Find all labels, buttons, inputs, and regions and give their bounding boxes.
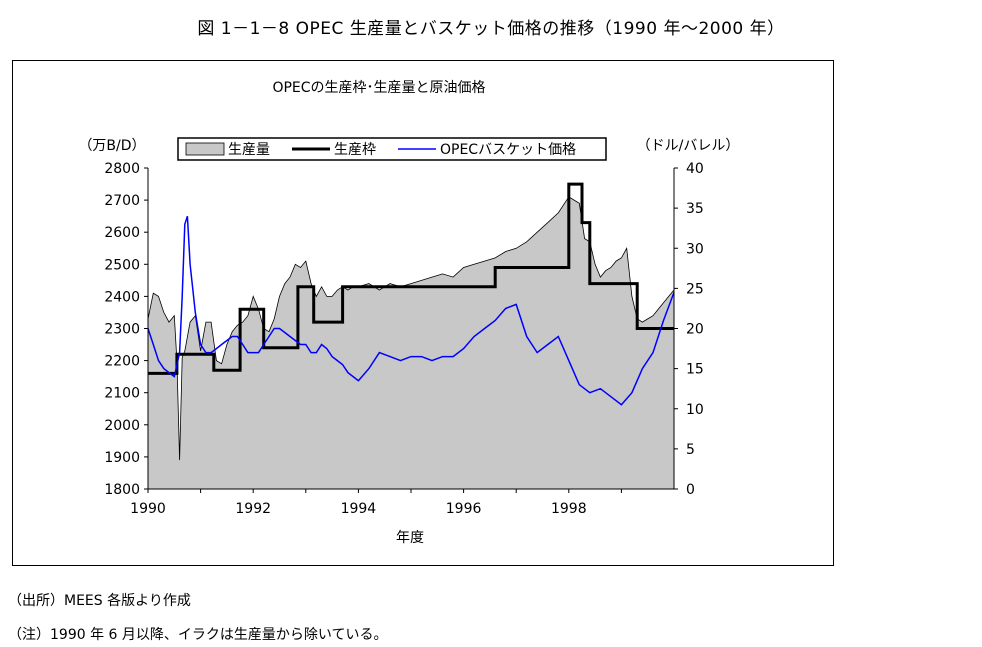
y-tick-label: 2800 <box>104 161 140 177</box>
y2-tick-label: 0 <box>686 482 695 498</box>
legend-production-label: 生産量 <box>228 142 270 158</box>
y2-tick-label: 10 <box>686 402 704 418</box>
legend-box <box>177 137 607 161</box>
y-tick-label: 2300 <box>104 322 140 338</box>
y-tick-label: 2200 <box>104 354 140 370</box>
production-area <box>147 196 675 490</box>
y-tick-label: 2600 <box>104 225 140 241</box>
y-tick-label: 2100 <box>104 386 140 402</box>
y-axis-title: （万B/D） <box>78 138 145 154</box>
y2-tick-label: 15 <box>686 362 704 378</box>
y-tick-label: 2500 <box>104 257 140 273</box>
y2-axis-title: （ドル/バレル） <box>637 138 740 154</box>
y-tick-label: 2400 <box>104 289 140 305</box>
figure-title: 図 1－1－8 OPEC 生産量とバスケット価格の推移（1990 年～2000 … <box>197 19 785 39</box>
y2-tick-label: 30 <box>686 241 704 257</box>
quota-line <box>148 182 674 375</box>
price-line <box>147 215 675 406</box>
x-axis-title: 年度 <box>396 530 424 546</box>
y-tick-label: 2700 <box>104 193 140 209</box>
x-tick-label: 1998 <box>551 501 587 517</box>
y2-tick-label: 5 <box>686 442 695 458</box>
y2-tick-label: 35 <box>686 201 704 217</box>
y-tick-label: 1800 <box>104 482 140 498</box>
y-tick-label: 1900 <box>104 450 140 466</box>
chart-frame <box>12 60 834 566</box>
source-note: （出所）MEES 各版より作成 <box>8 593 191 609</box>
x-tick-label: 1990 <box>130 501 166 517</box>
footnote: （注）1990 年 6 月以降、イラクは生産量から除いている。 <box>8 627 388 643</box>
legend-quota-label: 生産枠 <box>334 142 376 158</box>
y2-tick-label: 20 <box>686 322 704 338</box>
chart-title: OPECの生産枠･生産量と原油価格 <box>272 80 485 96</box>
x-tick-label: 1994 <box>341 501 377 517</box>
y2-tick-label: 25 <box>686 281 704 297</box>
y2-tick-label: 40 <box>686 161 704 177</box>
x-tick-label: 1996 <box>446 501 482 517</box>
x-tick-label: 1992 <box>235 501 271 517</box>
legend-production-swatch <box>185 142 225 156</box>
legend-price-label: OPECバスケット価格 <box>440 142 576 158</box>
y-tick-label: 2000 <box>104 418 140 434</box>
